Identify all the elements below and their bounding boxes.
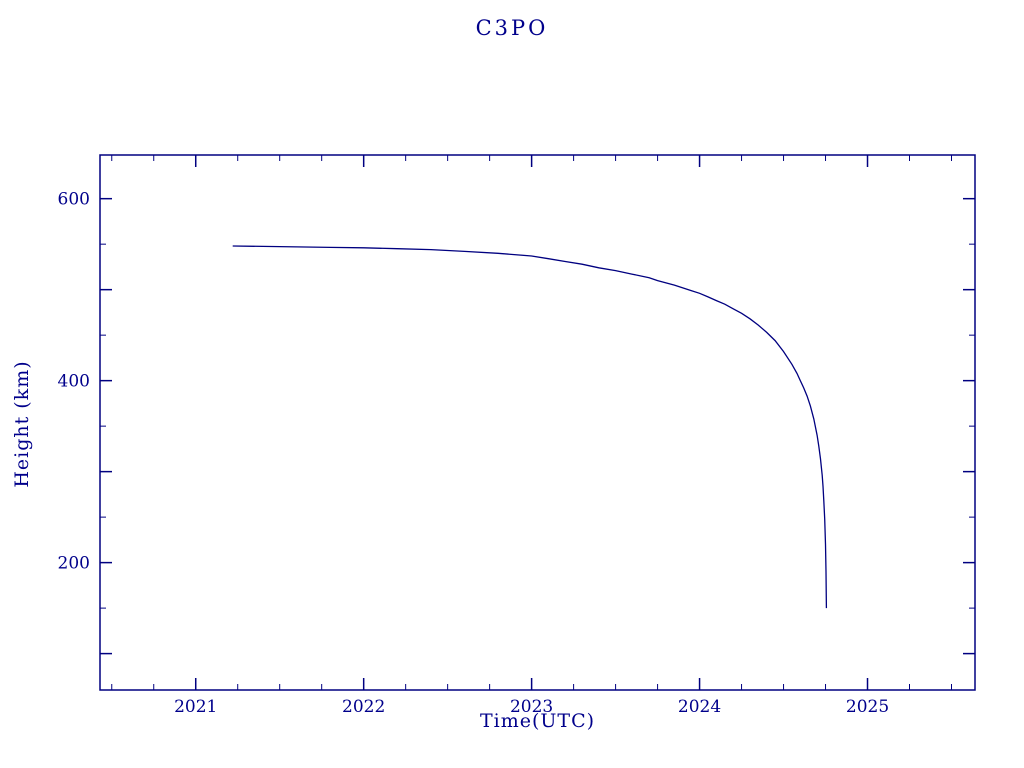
axis-frame <box>99 154 976 691</box>
y-tick-label: 600 <box>58 190 90 210</box>
series-height <box>232 245 828 609</box>
x-tick-label: 2022 <box>342 697 385 717</box>
x-tick-label: 2025 <box>846 697 889 717</box>
x-tick-label: 2021 <box>174 697 217 717</box>
chart-title: C3PO <box>475 16 549 40</box>
x-tick-label: 2024 <box>678 697 721 717</box>
x-axis-label: Time(UTC) <box>479 710 596 732</box>
y-tick-label: 200 <box>58 554 90 574</box>
x-tick-label: 2023 <box>510 697 553 717</box>
y-tick-label: 400 <box>58 372 90 392</box>
